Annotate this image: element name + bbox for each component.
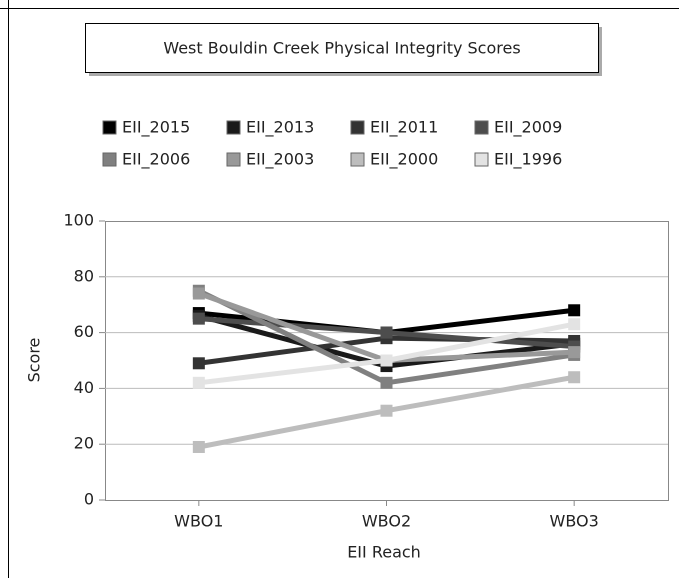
legend-label: EII_1996 — [494, 150, 562, 170]
y-axis-label: Score — [25, 338, 44, 383]
point-marker — [380, 354, 393, 367]
point-marker — [192, 376, 205, 389]
point-marker — [192, 287, 205, 300]
legend-swatch — [350, 152, 365, 167]
legend-label: EII_2003 — [246, 150, 314, 170]
legend-swatch — [226, 152, 241, 167]
chart-title: West Bouldin Creek Physical Integrity Sc… — [163, 39, 520, 58]
title-box — [85, 23, 599, 73]
x-tick-label: WBO3 — [550, 512, 599, 531]
legend-label: EII_2011 — [370, 118, 438, 138]
point-marker — [192, 440, 205, 453]
point-marker — [568, 346, 581, 359]
legend-label: EII_2015 — [122, 118, 190, 138]
y-tick-label: 40 — [74, 378, 94, 397]
point-marker — [192, 312, 205, 325]
legend-swatch — [102, 152, 117, 167]
legend-label: EII_2006 — [122, 150, 190, 170]
y-tick-label: 0 — [84, 490, 94, 509]
point-marker — [380, 326, 393, 339]
y-tick-label: 80 — [74, 266, 94, 285]
x-tick-label: WBO2 — [362, 512, 411, 531]
legend-swatch — [102, 120, 117, 135]
legend-label: EII_2009 — [494, 118, 562, 138]
x-axis-label: EII Reach — [347, 543, 421, 562]
point-marker — [380, 404, 393, 417]
legend-swatch — [474, 152, 489, 167]
x-tick-label: WBO1 — [174, 512, 223, 531]
y-tick-label: 20 — [74, 434, 94, 453]
legend-swatch — [226, 120, 241, 135]
point-marker — [568, 318, 581, 331]
legend-label: EII_2000 — [370, 150, 438, 170]
legend-swatch — [474, 120, 489, 135]
point-marker — [192, 357, 205, 370]
legend-swatch — [350, 120, 365, 135]
legend-label: EII_2013 — [246, 118, 314, 138]
point-marker — [568, 304, 581, 317]
point-marker — [380, 376, 393, 389]
y-tick-label: 100 — [63, 211, 94, 230]
point-marker — [568, 371, 581, 384]
y-tick-label: 60 — [74, 322, 94, 341]
